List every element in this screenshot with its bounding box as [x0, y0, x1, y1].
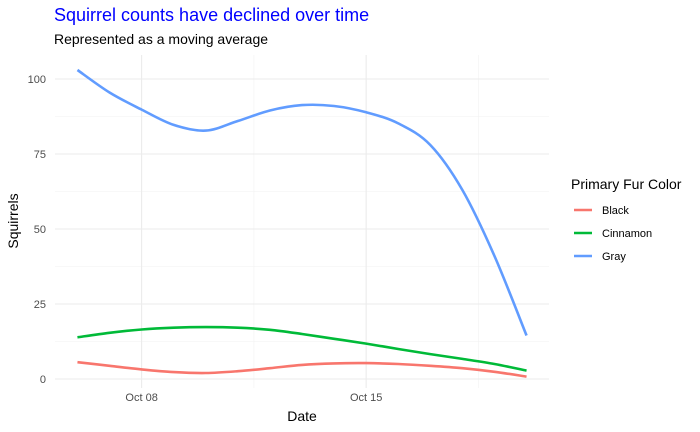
x-axis-ticks: Oct 08 Oct 15	[125, 392, 382, 404]
major-gridlines	[55, 55, 549, 388]
series-line-gray	[76, 68, 528, 336]
x-tick-label: Oct 08	[125, 392, 157, 404]
y-tick-label: 50	[34, 224, 46, 236]
plot-panel	[55, 55, 549, 388]
legend-label-black: Black	[602, 205, 629, 217]
y-tick-label: 100	[28, 74, 46, 86]
y-axis-ticks: 0 25 50 75 100	[28, 74, 46, 386]
y-tick-label: 0	[40, 374, 46, 386]
legend: Primary Fur Color Black Cinnamon Gray	[571, 176, 682, 263]
legend-title: Primary Fur Color	[571, 176, 682, 192]
series-line-black	[77, 360, 527, 378]
legend-label-cinnamon: Cinnamon	[602, 228, 652, 240]
x-tick-label: Oct 15	[350, 392, 382, 404]
chart-title: Squirrel counts have declined over time	[54, 5, 369, 25]
x-axis-title: Date	[287, 408, 317, 424]
legend-label-gray: Gray	[602, 251, 626, 263]
chart-subtitle: Represented as a moving average	[54, 31, 268, 47]
legend-items: Black Cinnamon Gray	[574, 205, 652, 263]
y-tick-label: 25	[34, 299, 46, 311]
series-lines	[76, 68, 528, 378]
y-axis-title: Squirrels	[5, 193, 21, 248]
series-line-cinnamon	[77, 325, 527, 372]
y-tick-label: 75	[34, 149, 46, 161]
